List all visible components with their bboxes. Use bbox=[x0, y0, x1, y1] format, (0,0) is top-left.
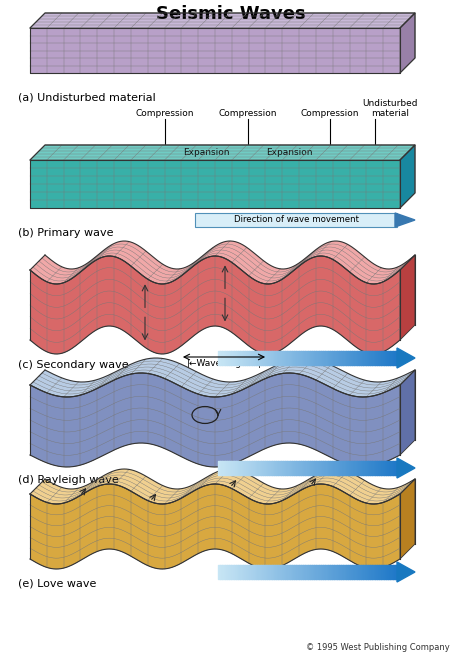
Text: © 1995 West Publishing Company: © 1995 West Publishing Company bbox=[306, 643, 450, 652]
Text: (c) Secondary wave: (c) Secondary wave bbox=[18, 360, 128, 370]
Polygon shape bbox=[30, 256, 400, 354]
Text: Compression: Compression bbox=[219, 109, 277, 118]
Polygon shape bbox=[397, 562, 415, 582]
Polygon shape bbox=[395, 213, 415, 227]
Text: Seismic Waves: Seismic Waves bbox=[156, 5, 306, 23]
Polygon shape bbox=[30, 241, 415, 284]
Polygon shape bbox=[400, 370, 415, 455]
Polygon shape bbox=[397, 458, 415, 478]
Text: (a) Undisturbed material: (a) Undisturbed material bbox=[18, 93, 156, 103]
Text: Compression: Compression bbox=[301, 109, 359, 118]
Text: Undisturbed
material: Undisturbed material bbox=[362, 98, 418, 118]
Polygon shape bbox=[400, 255, 415, 340]
Text: (b) Primary wave: (b) Primary wave bbox=[18, 228, 114, 238]
FancyBboxPatch shape bbox=[195, 213, 397, 227]
Text: Expansion: Expansion bbox=[266, 148, 312, 157]
Polygon shape bbox=[30, 160, 400, 208]
Polygon shape bbox=[30, 145, 415, 160]
Polygon shape bbox=[30, 373, 400, 467]
Polygon shape bbox=[30, 484, 400, 569]
Text: Compression: Compression bbox=[136, 109, 194, 118]
Polygon shape bbox=[397, 348, 415, 368]
Text: |←Wavelength→|: |←Wavelength→| bbox=[187, 359, 261, 368]
Polygon shape bbox=[30, 28, 400, 73]
Polygon shape bbox=[30, 469, 415, 504]
Polygon shape bbox=[30, 13, 415, 28]
Text: Direction of wave movement: Direction of wave movement bbox=[233, 216, 359, 224]
Text: Expansion: Expansion bbox=[183, 148, 229, 157]
Polygon shape bbox=[400, 145, 415, 208]
Polygon shape bbox=[400, 479, 415, 559]
Text: (e) Love wave: (e) Love wave bbox=[18, 579, 97, 589]
Text: (d) Rayleigh wave: (d) Rayleigh wave bbox=[18, 475, 119, 485]
Polygon shape bbox=[400, 13, 415, 73]
Polygon shape bbox=[30, 358, 415, 397]
